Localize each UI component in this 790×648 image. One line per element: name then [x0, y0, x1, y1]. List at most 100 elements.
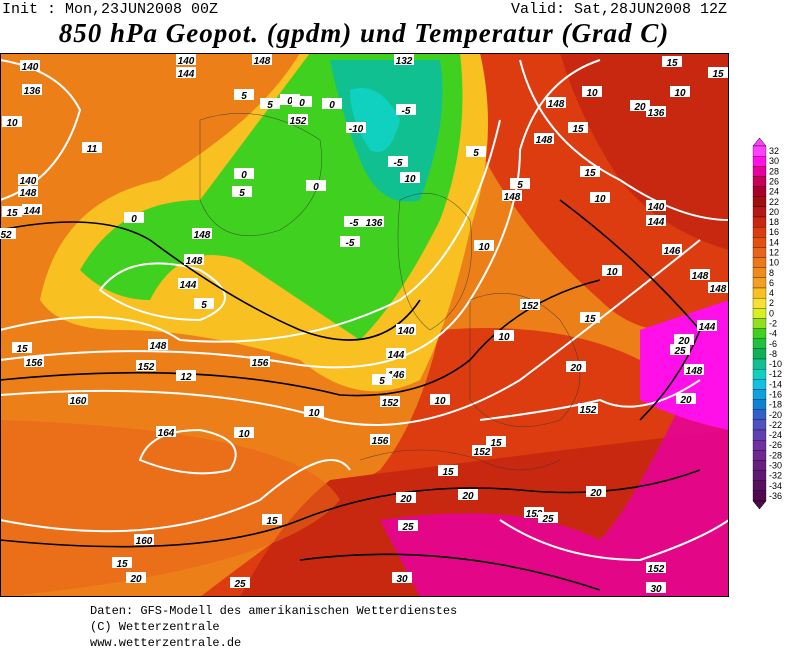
contour-label-bg — [646, 562, 666, 573]
contour-label-bg — [400, 172, 420, 183]
contour-label-bg — [398, 520, 418, 531]
contour-label: 148 — [20, 188, 37, 199]
contour-label: 15 — [6, 208, 18, 219]
contour-label-bg — [322, 98, 342, 109]
contour-label-bg — [24, 356, 44, 367]
contour-label: 15 — [490, 438, 502, 449]
contour-label: 140 — [648, 202, 665, 213]
contour-label-bg — [22, 84, 42, 95]
contour-label: 148 — [536, 135, 553, 146]
contour-label: 148 — [150, 341, 167, 352]
contour-label: -5 — [346, 238, 355, 249]
contour-label-bg — [344, 216, 364, 227]
contour-label-bg — [502, 190, 522, 201]
contour-label-bg — [568, 122, 588, 133]
contour-label-bg — [708, 67, 728, 78]
contour-label: 15 — [572, 124, 584, 135]
contour-label-bg — [12, 342, 32, 353]
contour-label: 20 — [679, 395, 692, 406]
contour-label-bg — [192, 228, 212, 239]
colorbar-label: -24 — [769, 430, 782, 440]
contour-label: 152 — [290, 116, 307, 127]
colorbar-swatch — [752, 196, 767, 208]
colorbar-swatch — [752, 439, 767, 451]
contour-label-bg — [126, 572, 146, 583]
colorbar-swatch — [752, 308, 767, 319]
contour-label: 156 — [26, 358, 43, 369]
contour-label-bg — [194, 298, 214, 309]
contour-label-bg — [662, 244, 682, 255]
contour-label-bg — [580, 166, 600, 177]
colorbar-label: 24 — [769, 187, 779, 197]
contour-label: 15 — [442, 467, 454, 478]
colorbar-swatch — [752, 186, 767, 197]
contour-label: 148 — [710, 284, 727, 295]
contour-label: 148 — [504, 192, 521, 203]
contour-label: -10 — [349, 124, 364, 135]
contour-label-bg — [534, 133, 554, 144]
colorbar-swatch — [752, 389, 767, 400]
contour-label-bg — [396, 492, 416, 503]
colorbar-swatch — [752, 267, 767, 279]
contour-label: 10 — [594, 194, 606, 205]
contour-label: 152 — [138, 362, 155, 373]
colorbar-swatch — [752, 216, 767, 228]
colorbar-swatch — [752, 328, 767, 339]
contour-label: 152 — [526, 509, 543, 520]
contour-label-bg — [340, 236, 360, 247]
contour-label-bg — [234, 168, 254, 179]
contour-label-bg — [690, 269, 710, 280]
colorbar-swatch — [752, 155, 767, 167]
contour-label: 146 — [388, 370, 405, 381]
contour-label-bg — [394, 54, 414, 65]
colorbar-label: 14 — [769, 237, 779, 247]
contour-label: 25 — [401, 522, 414, 533]
colorbar-swatch — [752, 419, 767, 431]
contour-label-bg — [646, 582, 666, 593]
contour-label: 144 — [180, 280, 197, 291]
colorbar-label: 18 — [769, 217, 779, 227]
contour-label-bg — [524, 507, 544, 518]
contour-label: 20 — [589, 488, 602, 499]
colorbar-label: 26 — [769, 177, 779, 187]
colorbar-label: 16 — [769, 227, 779, 237]
contour-label-bg — [646, 106, 666, 117]
contour-label: 25 — [541, 514, 554, 525]
contour-label: 144 — [648, 217, 665, 228]
colorbar-swatch — [752, 470, 767, 481]
contour-label: 5 — [267, 100, 273, 111]
colorbar-swatch — [752, 297, 767, 309]
contour-label: 148 — [254, 56, 271, 67]
contour-label-bg — [292, 96, 312, 107]
contour-label-bg — [586, 486, 606, 497]
contour-label: 5 — [473, 148, 479, 159]
title: 850 hPa Geopot. (gpdm) und Temperatur (G… — [59, 18, 670, 48]
contour-label: 25 — [673, 346, 686, 357]
footer-line: Daten: GFS-Modell des amerikanischen Wet… — [90, 604, 457, 618]
contour-label-bg — [232, 186, 252, 197]
contour-label-bg — [280, 94, 300, 105]
contour-label: 10 — [606, 267, 618, 278]
contour-label: 140 — [398, 326, 415, 337]
contour-label-bg — [82, 142, 102, 153]
contour-label: 10 — [586, 88, 598, 99]
colorbar-label: -4 — [769, 329, 777, 339]
contour-label-bg — [582, 86, 602, 97]
colorbar-label: 30 — [769, 156, 779, 166]
contour-label-bg — [0, 228, 16, 239]
contour-label: 136 — [648, 108, 665, 119]
contour-label: 152 — [580, 405, 597, 416]
contour-label: 152 — [648, 564, 665, 575]
colorbar-swatch — [752, 166, 767, 177]
colorbar-swatch — [752, 247, 767, 258]
contour-label: 148 — [194, 230, 211, 241]
contour-label: 148 — [686, 366, 703, 377]
contour-label: 152 — [382, 398, 399, 409]
colorbar-swatch — [752, 226, 767, 238]
colorbar-label: -16 — [769, 390, 782, 400]
colorbar-swatch — [752, 460, 767, 471]
contour-label: 0 — [299, 98, 305, 109]
contour-label: 148 — [548, 99, 565, 110]
contour-label: 12 — [180, 372, 192, 383]
contour-label-bg — [697, 320, 717, 331]
